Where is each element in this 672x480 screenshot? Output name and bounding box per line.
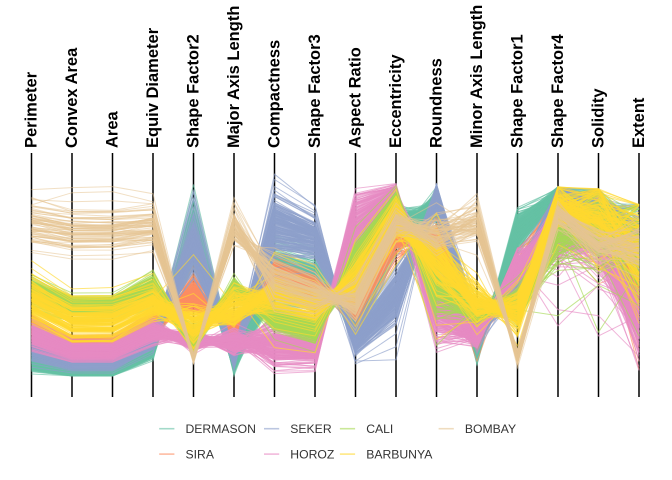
- svg-text:BARBUNYA: BARBUNYA: [366, 447, 433, 461]
- svg-text:Extent: Extent: [630, 97, 648, 148]
- svg-text:Equiv Diameter: Equiv Diameter: [144, 27, 162, 148]
- svg-text:DERMASON: DERMASON: [186, 422, 256, 436]
- svg-text:Compactness: Compactness: [266, 40, 284, 148]
- svg-text:Perimeter: Perimeter: [23, 71, 41, 148]
- svg-text:Eccentricity: Eccentricity: [387, 54, 405, 148]
- svg-text:Major Axis Length: Major Axis Length: [225, 6, 243, 148]
- svg-text:Aspect Ratio: Aspect Ratio: [347, 47, 365, 148]
- svg-text:Shape Factor1: Shape Factor1: [509, 34, 527, 148]
- svg-text:Minor Axis Length: Minor Axis Length: [468, 5, 486, 148]
- svg-text:SEKER: SEKER: [290, 422, 332, 436]
- svg-text:Shape Factor3: Shape Factor3: [306, 34, 324, 148]
- svg-text:HOROZ: HOROZ: [290, 447, 335, 461]
- svg-text:Shape Factor4: Shape Factor4: [549, 33, 567, 148]
- svg-text:Convex Area: Convex Area: [63, 47, 81, 148]
- svg-text:BOMBAY: BOMBAY: [465, 422, 516, 436]
- svg-text:Shape Factor2: Shape Factor2: [185, 34, 203, 148]
- svg-text:CALI: CALI: [366, 422, 393, 436]
- svg-text:Area: Area: [104, 110, 122, 148]
- svg-text:Roundness: Roundness: [428, 58, 446, 148]
- svg-text:Solidity: Solidity: [590, 88, 608, 148]
- svg-text:SIRA: SIRA: [186, 447, 215, 461]
